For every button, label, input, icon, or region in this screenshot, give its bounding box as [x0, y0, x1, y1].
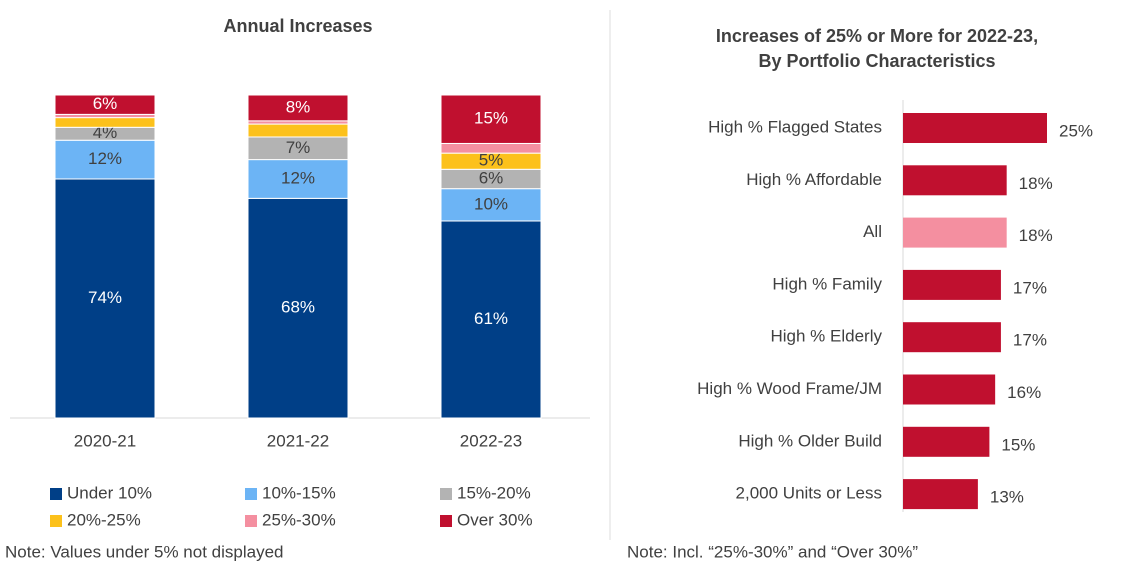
legend-swatch: [245, 488, 257, 500]
bar-segment: [247, 159, 349, 199]
legend-swatch: [50, 488, 62, 500]
bar: [903, 217, 1007, 248]
data-label: 12%: [88, 149, 122, 168]
legend-swatch: [245, 515, 257, 527]
data-label: 12%: [281, 168, 315, 187]
bar-segment: [247, 197, 349, 419]
note: Note: Incl. “25%-30%” and “Over 30%”: [627, 542, 918, 561]
data-label: 6%: [93, 94, 118, 113]
data-label: 25%: [1059, 121, 1093, 140]
bar-segment: [54, 117, 156, 128]
legend-label: 10%-15%: [262, 483, 336, 502]
data-label: 17%: [1013, 331, 1047, 350]
data-label: 74%: [88, 288, 122, 307]
data-label: 61%: [474, 309, 508, 328]
data-label: 18%: [1019, 174, 1053, 193]
chart-title: By Portfolio Characteristics: [758, 51, 995, 71]
data-label: 13%: [990, 488, 1024, 507]
data-label: 4%: [93, 123, 118, 142]
y-tick-label: High % Family: [772, 274, 882, 293]
data-label: 15%: [474, 109, 508, 128]
y-tick-label: High % Flagged States: [708, 117, 882, 136]
bar-segment: [54, 178, 156, 419]
data-label: 7%: [286, 138, 311, 157]
legend-label: 15%-20%: [457, 483, 531, 502]
legend-label: 25%-30%: [262, 510, 336, 529]
data-label: 10%: [474, 194, 508, 213]
legend-label: Over 30%: [457, 510, 533, 529]
data-label: 6%: [479, 168, 504, 187]
bar: [903, 269, 1001, 300]
y-tick-label: High % Wood Frame/JM: [697, 379, 882, 398]
legend-label: 20%-25%: [67, 510, 141, 529]
bar-segment: [440, 220, 542, 419]
x-tick-label: 2022-23: [460, 431, 522, 450]
legend-label: Under 10%: [67, 483, 152, 502]
x-tick-label: 2020-21: [74, 431, 136, 450]
chart-title: Annual Increases: [223, 16, 372, 36]
chart-title: Increases of 25% or More for 2022-23,: [716, 26, 1038, 46]
y-tick-label: High % Affordable: [746, 170, 882, 189]
bar: [903, 322, 1001, 353]
data-label: 16%: [1007, 383, 1041, 402]
y-tick-label: All: [863, 222, 882, 241]
bar: [903, 113, 1047, 143]
data-label: 18%: [1019, 226, 1053, 245]
data-label: 17%: [1013, 278, 1047, 297]
x-tick-label: 2021-22: [267, 431, 329, 450]
y-tick-label: High % Older Build: [738, 431, 882, 450]
bar: [903, 374, 996, 405]
legend-swatch: [440, 488, 452, 500]
data-label: 5%: [479, 151, 504, 170]
y-tick-label: High % Elderly: [771, 327, 883, 346]
bar-segment: [247, 123, 349, 138]
bar-segment: [247, 94, 349, 122]
bar-segment: [54, 94, 156, 115]
bar: [903, 479, 978, 510]
y-tick-label: 2,000 Units or Less: [736, 484, 882, 503]
note: Note: Values under 5% not displayed: [5, 542, 283, 561]
bar-segment: [440, 94, 542, 144]
data-label: 68%: [281, 298, 315, 317]
legend-swatch: [50, 515, 62, 527]
bar: [903, 165, 1007, 196]
data-label: 8%: [286, 97, 311, 116]
data-label: 15%: [1001, 435, 1035, 454]
bar: [903, 426, 990, 457]
legend-swatch: [440, 515, 452, 527]
bar-segment: [440, 142, 542, 154]
